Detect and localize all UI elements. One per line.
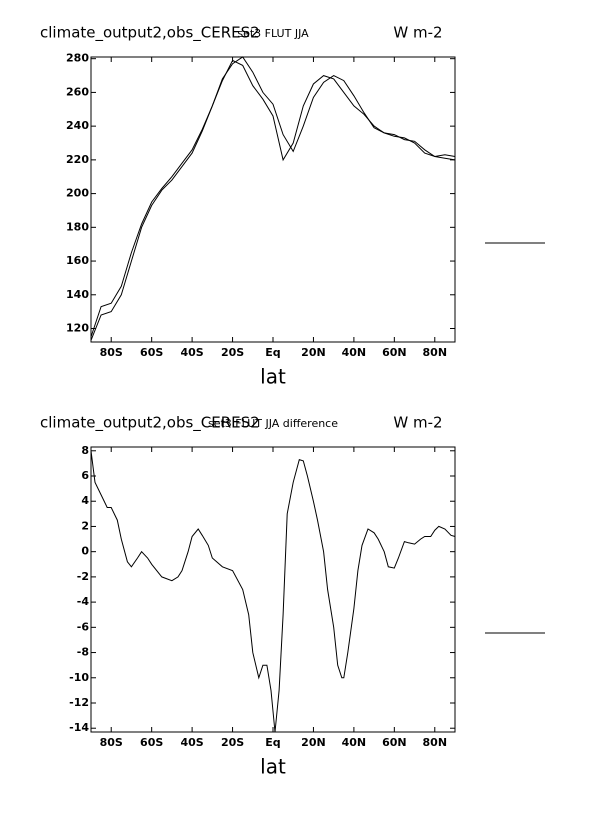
y-tick-label: 180 — [66, 220, 89, 233]
x-tick-label: 80N — [423, 736, 448, 749]
y-tick-label: 4 — [81, 494, 89, 507]
y-tick-label: 120 — [66, 322, 89, 335]
y-tick-label: -12 — [69, 696, 89, 709]
chart-title: climate_output2,obs_CERES2 — [40, 414, 260, 433]
x-tick-label: 20N — [301, 346, 326, 359]
x-tick-label: 40S — [180, 736, 203, 749]
y-tick-label: 260 — [66, 85, 89, 98]
x-tick-label: Eq — [265, 346, 280, 359]
y-tick-label: -14 — [69, 721, 89, 734]
x-tick-label: 60N — [382, 346, 407, 359]
y-tick-label: 200 — [66, 187, 89, 200]
x-tick-label: 80S — [100, 736, 123, 749]
data-line — [90, 59, 456, 338]
y-tick-label: 0 — [81, 545, 89, 558]
y-tick-label: 240 — [66, 119, 89, 132]
units: W m-2 — [393, 414, 442, 432]
y-tick-label: -4 — [77, 595, 90, 608]
x-tick-label: 80S — [100, 346, 123, 359]
x-tick-label: 60S — [140, 346, 163, 359]
units: W m-2 — [393, 24, 442, 42]
plot-frame — [90, 56, 456, 343]
plot-frame — [90, 446, 456, 733]
y-tick-label: 140 — [66, 288, 89, 301]
x-tick-label: 20N — [301, 736, 326, 749]
chart-subtitle: set3 FLUT JJA difference — [208, 417, 338, 430]
y-tick-label: 8 — [81, 444, 89, 457]
x-tick-label: Eq — [265, 736, 280, 749]
chart-title: climate_output2,obs_CERES2 — [40, 24, 260, 43]
data-line — [90, 56, 456, 341]
y-tick-label: 2 — [81, 519, 89, 532]
y-tick-label: 280 — [66, 52, 89, 65]
data-line — [90, 450, 456, 733]
x-tick-label: 40N — [342, 736, 367, 749]
x-axis-label: lat — [260, 365, 286, 389]
y-tick-label: 160 — [66, 254, 89, 267]
y-tick-label: 6 — [81, 469, 89, 482]
x-tick-label: 20S — [221, 346, 244, 359]
x-tick-label: 40S — [180, 346, 203, 359]
chart-subtitle: set3 FLUT JJA — [237, 27, 309, 40]
x-tick-label: 20S — [221, 736, 244, 749]
x-tick-label: 60S — [140, 736, 163, 749]
x-tick-label: 40N — [342, 346, 367, 359]
y-tick-label: -6 — [77, 620, 90, 633]
x-axis-label: lat — [260, 755, 286, 779]
y-tick-label: -10 — [69, 671, 89, 684]
x-tick-label: 60N — [382, 736, 407, 749]
y-tick-label: -8 — [77, 646, 89, 659]
y-tick-label: 220 — [66, 153, 89, 166]
y-tick-label: -2 — [77, 570, 89, 583]
x-tick-label: 80N — [423, 346, 448, 359]
